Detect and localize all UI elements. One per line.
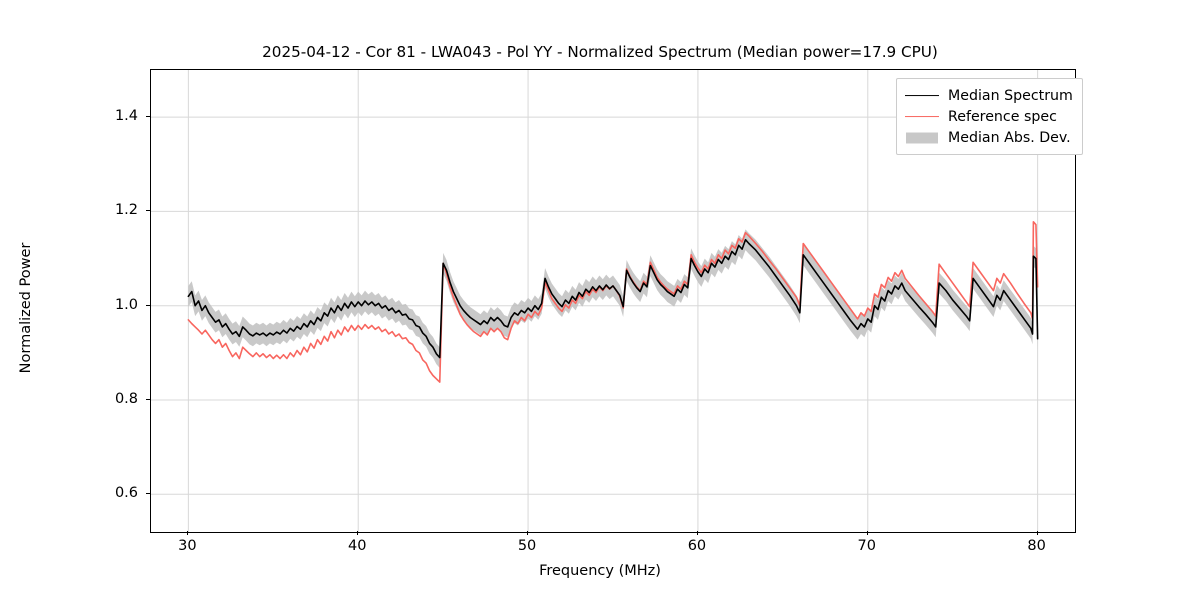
x-tick-label: 30: [178, 538, 197, 554]
x-tick-mark: [1036, 531, 1038, 535]
legend-label: Median Abs. Dev.: [948, 129, 1071, 146]
y-tick-mark: [146, 493, 150, 495]
x-tick-mark: [357, 531, 359, 535]
legend: Median Spectrum Reference spec Median Abs.…: [896, 78, 1083, 155]
legend-line-swatch: [905, 88, 939, 104]
legend-marker: [906, 132, 938, 143]
x-tick-label: 60: [687, 538, 707, 554]
legend-median-spectrum: Median Spectrum: [905, 85, 1073, 106]
legend-label: Median Spectrum: [948, 87, 1073, 104]
legend-median-abs-dev: Median Abs. Dev.: [905, 127, 1073, 148]
x-tick-mark: [187, 531, 189, 535]
x-tick-label: 40: [347, 538, 367, 554]
x-axis-label: Frequency (MHz): [539, 563, 661, 579]
trace-reference-spec: [187, 221, 1039, 383]
page-title: 2025-04-12 - Cor 81 - LWA043 - Pol YY - …: [262, 43, 938, 61]
spectrum-traces: [187, 221, 1039, 383]
legend-label: Reference spec: [948, 108, 1057, 125]
y-tick-mark: [146, 399, 150, 400]
median-abs-dev-band: [188, 229, 1038, 368]
legend-marker: [905, 115, 939, 118]
legend-reference-spec: Reference spec: [905, 106, 1073, 127]
mad-band-polygon: [188, 229, 1038, 368]
y-tick-label: 1.2: [114, 202, 138, 219]
y-tick-mark: [146, 304, 150, 306]
y-axis-label: Normalized Power: [18, 242, 34, 374]
x-tick-label: 50: [517, 538, 537, 554]
x-tick-mark: [866, 531, 868, 535]
y-tick-label: 1.4: [114, 108, 138, 125]
y-tick-mark: [146, 210, 150, 212]
x-tick-label: 70: [857, 538, 876, 554]
spectrum-plot: [151, 70, 1075, 532]
y-tick-label: 1.0: [114, 296, 138, 313]
y-tick-mark: [146, 116, 150, 118]
x-tick-mark: [696, 531, 698, 535]
x-tick-label: 80: [1027, 538, 1046, 554]
y-tick-label: 0.6: [114, 485, 138, 502]
legend-line-swatch: [905, 109, 939, 125]
y-tick-label: 0.8: [114, 391, 138, 407]
legend-patch-swatch: [905, 130, 939, 146]
x-tick-mark: [527, 531, 529, 535]
trace-median-spectrum: [187, 238, 1039, 359]
legend-marker: [905, 94, 939, 97]
